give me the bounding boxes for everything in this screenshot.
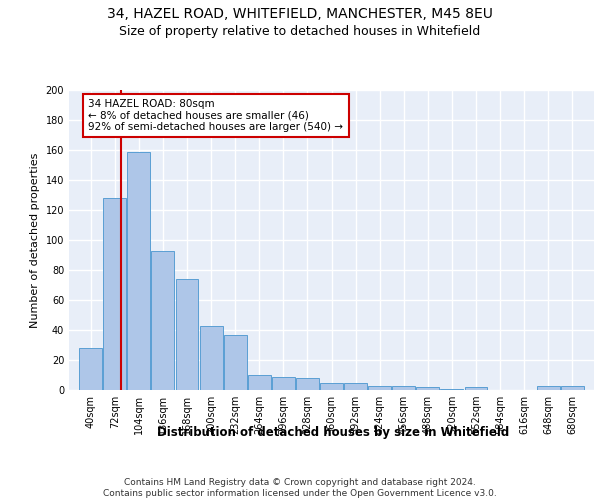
Text: 34, HAZEL ROAD, WHITEFIELD, MANCHESTER, M45 8EU: 34, HAZEL ROAD, WHITEFIELD, MANCHESTER, … — [107, 8, 493, 22]
Bar — [127, 152, 151, 390]
Bar — [151, 250, 175, 390]
Bar — [344, 382, 367, 390]
Text: 34 HAZEL ROAD: 80sqm
← 8% of detached houses are smaller (46)
92% of semi-detach: 34 HAZEL ROAD: 80sqm ← 8% of detached ho… — [88, 99, 343, 132]
Bar — [79, 348, 102, 390]
Bar — [272, 376, 295, 390]
Text: Contains HM Land Registry data © Crown copyright and database right 2024.
Contai: Contains HM Land Registry data © Crown c… — [103, 478, 497, 498]
Bar — [440, 388, 463, 390]
Bar — [392, 386, 415, 390]
Bar — [537, 386, 560, 390]
Y-axis label: Number of detached properties: Number of detached properties — [30, 152, 40, 328]
Text: Distribution of detached houses by size in Whitefield: Distribution of detached houses by size … — [157, 426, 509, 439]
Bar — [200, 326, 223, 390]
Bar — [416, 387, 439, 390]
Bar — [224, 334, 247, 390]
Bar — [248, 375, 271, 390]
Bar — [464, 387, 487, 390]
Bar — [368, 386, 391, 390]
Bar — [561, 386, 584, 390]
Bar — [296, 378, 319, 390]
Text: Size of property relative to detached houses in Whitefield: Size of property relative to detached ho… — [119, 25, 481, 38]
Bar — [320, 382, 343, 390]
Bar — [176, 279, 199, 390]
Bar — [103, 198, 126, 390]
